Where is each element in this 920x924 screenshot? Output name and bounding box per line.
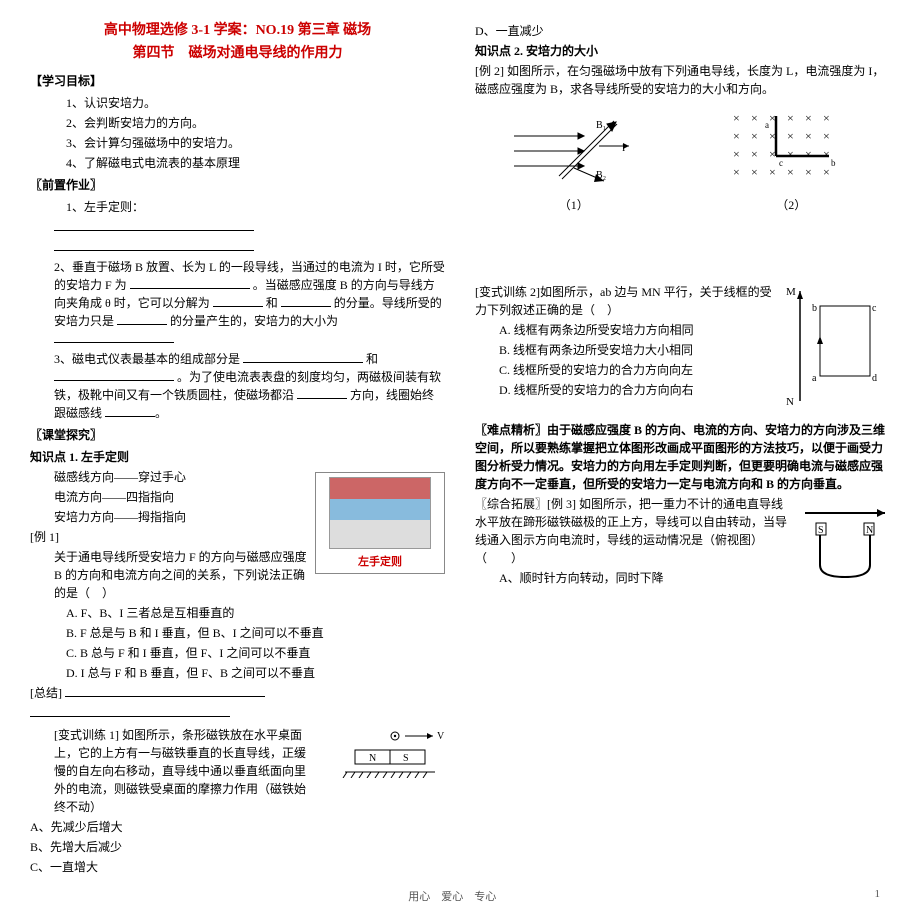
- prework-1: 1、左手定则：: [30, 198, 445, 216]
- prework-3: 3、磁电式仪表最基本的组成部分是 和 。为了使电流表表盘的刻度均匀，两磁极间装有…: [30, 350, 445, 422]
- blank: [54, 368, 174, 381]
- blank: [213, 294, 263, 307]
- blank: [65, 684, 265, 697]
- figure-caption: 左手定则: [320, 553, 440, 569]
- footer: 用心 爱心 专心 1: [30, 888, 890, 904]
- svg-text:a: a: [765, 120, 769, 130]
- svg-text:×: ×: [733, 111, 740, 125]
- diagram-1: B₁ I B₂ （1）: [504, 106, 644, 213]
- svg-text:×: ×: [805, 165, 812, 179]
- svg-text:B₁: B₁: [596, 120, 606, 131]
- blank: [243, 350, 363, 363]
- text: 和: [366, 352, 378, 366]
- ex1-a: A. F、B、I 三者总是互相垂直的: [30, 604, 445, 622]
- title-sub: 第四节 磁场对通电导线的作用力: [30, 43, 445, 64]
- svg-text:×: ×: [823, 165, 830, 179]
- objectives-head: 【学习目标】: [30, 72, 445, 90]
- var1-d: D、一直减少: [475, 22, 890, 40]
- svg-text:S: S: [403, 753, 409, 764]
- svg-text:×: ×: [733, 165, 740, 179]
- svg-text:×: ×: [751, 111, 758, 125]
- svg-text:×: ×: [733, 129, 740, 143]
- svg-text:×: ×: [751, 129, 758, 143]
- blank: [117, 312, 167, 325]
- svg-text:N: N: [786, 396, 794, 408]
- svg-text:×: ×: [823, 147, 830, 161]
- page-number: 1: [875, 888, 881, 900]
- svg-text:×: ×: [751, 165, 758, 179]
- svg-text:c: c: [779, 158, 783, 168]
- svg-text:×: ×: [787, 165, 794, 179]
- left-hand-figure: 左手定则: [315, 472, 445, 574]
- svg-text:N: N: [866, 525, 873, 536]
- point1-head: 知识点 1. 左手定则: [30, 448, 445, 466]
- blank: [54, 218, 254, 231]
- svg-text:b: b: [831, 158, 836, 168]
- blank: [30, 704, 230, 717]
- obj-1: 1、认识安培力。: [30, 94, 445, 112]
- fig1-label: （1）: [504, 196, 644, 213]
- text: 和: [266, 296, 278, 310]
- svg-text:S: S: [818, 525, 824, 536]
- svg-text:×: ×: [733, 147, 740, 161]
- svg-text:d: d: [872, 373, 877, 384]
- prework-head: 〖前置作业〗: [30, 176, 445, 194]
- ex1-c: C. B 总与 F 和 I 垂直，但 F、I 之间可以不垂直: [30, 644, 445, 662]
- fig2-label: （2）: [721, 196, 861, 213]
- svg-text:M: M: [786, 286, 796, 298]
- svg-text:×: ×: [823, 129, 830, 143]
- mn-figure: M N b c a d: [780, 281, 890, 415]
- svg-text:×: ×: [805, 147, 812, 161]
- obj-3: 3、会计算匀强磁场中的安培力。: [30, 134, 445, 152]
- svg-text:×: ×: [787, 111, 794, 125]
- title-main: 高中物理选修 3-1 学案：NO.19 第三章 磁场: [30, 20, 445, 41]
- svg-text:×: ×: [787, 129, 794, 143]
- blank: [297, 386, 347, 399]
- svg-text:×: ×: [823, 111, 830, 125]
- obj-2: 2、会判断安培力的方向。: [30, 114, 445, 132]
- blank: [54, 238, 254, 251]
- svg-text:×: ×: [769, 165, 776, 179]
- blank: [281, 294, 331, 307]
- magnet-figure: V N S: [325, 728, 445, 778]
- svg-text:×: ×: [787, 147, 794, 161]
- var1-c: C、一直增大: [30, 858, 445, 876]
- svg-text:V: V: [437, 731, 445, 742]
- svg-text:b: b: [812, 303, 817, 314]
- text: [总结]: [30, 686, 62, 700]
- ex1-d: D. I 总与 F 和 B 垂直，但 F、B 之间可以不垂直: [30, 664, 445, 682]
- text: 的分量产生的，安培力的大小为: [170, 314, 338, 328]
- point2-head: 知识点 2. 安培力的大小: [475, 42, 890, 60]
- svg-text:N: N: [369, 753, 376, 764]
- diagram-2: ×××××× ×××××× ×××××× ×××××× a c b （2）: [721, 106, 861, 213]
- inquiry-head: 〖课堂探究〗: [30, 426, 445, 444]
- svg-text:a: a: [812, 373, 817, 384]
- ex1-b: B. F 总是与 B 和 I 垂直，但 B、I 之间可以不垂直: [30, 624, 445, 642]
- var1-a: A、先减少后增大: [30, 818, 445, 836]
- svg-text:c: c: [872, 303, 877, 314]
- blank: [105, 404, 155, 417]
- svg-text:×: ×: [751, 147, 758, 161]
- blank: [54, 330, 174, 343]
- cube-icon: [329, 477, 431, 549]
- var1-b: B、先增大后减少: [30, 838, 445, 856]
- text: 3、磁电式仪表最基本的组成部分是: [54, 352, 240, 366]
- obj-4: 4、了解磁电式电流表的基本原理: [30, 154, 445, 172]
- summary-head: [总结]: [30, 684, 445, 702]
- blank: [130, 276, 250, 289]
- footer-text: 用心 爱心 专心: [408, 891, 496, 903]
- u-magnet-figure: S N: [800, 495, 890, 589]
- ex2-diagrams: B₁ I B₂ （1） ×××××× ×××××× ×××××× ××××××: [475, 106, 890, 213]
- hard-head: 〖难点精析〗由于磁感应强度 B 的方向、电流的方向、安培力的方向涉及三维空间，所…: [475, 421, 890, 493]
- svg-text:×: ×: [805, 111, 812, 125]
- prework-2: 2、垂直于磁场 B 放置、长为 L 的一段导线，当通过的电流为 I 时，它所受的…: [30, 258, 445, 348]
- ex2-head: [例 2] 如图所示，在匀强磁场中放有下列通电导线，长度为 L，电流强度为 I，…: [475, 62, 890, 98]
- svg-text:×: ×: [805, 129, 812, 143]
